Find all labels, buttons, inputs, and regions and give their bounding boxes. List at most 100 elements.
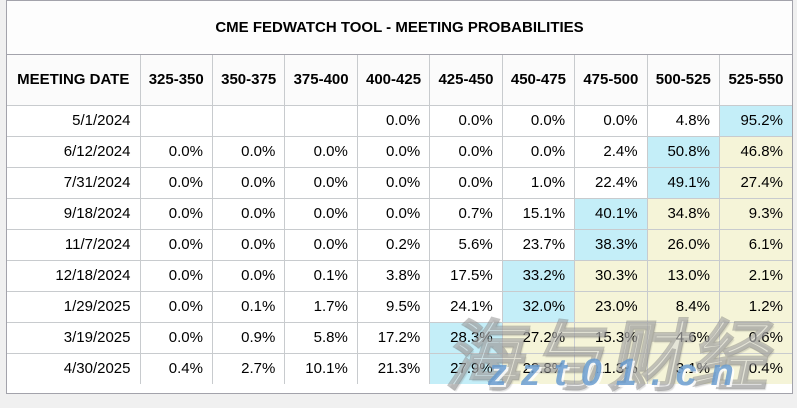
probability-cell: 1.0% bbox=[501, 166, 576, 199]
probability-cell: 0.0% bbox=[284, 135, 358, 168]
column-header-350-375: 350-375 bbox=[211, 55, 286, 106]
probability-cell: 0.0% bbox=[139, 166, 213, 199]
probability-cell: 17.5% bbox=[429, 259, 503, 292]
probability-cell: 0.0% bbox=[284, 228, 358, 261]
probability-cell: 24.1% bbox=[429, 290, 503, 323]
probability-cell: 9.5% bbox=[356, 290, 431, 323]
probability-cell: 0.0% bbox=[356, 135, 431, 168]
probability-cell: 9.3% bbox=[719, 197, 792, 230]
probability-cell: 0.0% bbox=[429, 104, 503, 137]
column-header-525-550: 525-550 bbox=[719, 55, 792, 106]
probability-cell: 0.0% bbox=[574, 104, 648, 137]
probability-cell: 0.0% bbox=[211, 166, 286, 199]
column-header-325-350: 325-350 bbox=[139, 55, 213, 106]
probability-cell: 46.8% bbox=[719, 135, 792, 168]
date-cell: 9/18/2024 bbox=[7, 197, 141, 230]
probability-cell: 0.0% bbox=[139, 228, 213, 261]
date-cell: 3/19/2025 bbox=[7, 321, 141, 354]
table-row: 1/29/2025 0.0% 0.1% 1.7% 9.5% 24.1% 32.0% 23.0%… bbox=[7, 290, 792, 323]
probability-cell: 1.7% bbox=[284, 290, 358, 323]
probability-cell: 33.2% bbox=[501, 259, 576, 292]
probability-cell: 0.4% bbox=[139, 352, 213, 384]
probability-cell: 0.4% bbox=[719, 352, 792, 384]
probability-cell: 3.8% bbox=[356, 259, 431, 292]
probability-cell: 8.4% bbox=[646, 290, 721, 323]
probability-cell: 0.0% bbox=[139, 321, 213, 354]
probability-cell: 38.3% bbox=[574, 228, 648, 261]
table-row: 9/18/2024 0.0% 0.0% 0.0% 0.0% 0.7% 15.1% 40.1% 3… bbox=[7, 197, 792, 230]
date-cell: 4/30/2025 bbox=[7, 352, 141, 384]
probability-cell: 0.0% bbox=[284, 197, 358, 230]
column-header-meeting-date: MEETING DATE bbox=[7, 55, 141, 106]
table-row: 12/18/2024 0.0% 0.0% 0.1% 3.8% 17.5% 33.2% 30.3… bbox=[7, 259, 792, 292]
probability-cell: 40.1% bbox=[574, 197, 648, 230]
probability-cell: 0.0% bbox=[429, 166, 503, 199]
probability-cell: 0.0% bbox=[356, 166, 431, 199]
probability-cell: 2.1% bbox=[719, 259, 792, 292]
probability-cell: 11.3% bbox=[574, 352, 648, 384]
probability-cell: 0.0% bbox=[211, 228, 286, 261]
probability-cell: 49.1% bbox=[646, 166, 721, 199]
probability-cell: 27.2% bbox=[501, 321, 576, 354]
header-row: MEETING DATE 325-350 350-375 375-400 400-425… bbox=[7, 55, 792, 106]
table-header: MEETING DATE 325-350 350-375 375-400 400-425… bbox=[7, 55, 792, 106]
probability-cell: 0.0% bbox=[501, 104, 576, 137]
probability-cell: 4.6% bbox=[646, 321, 721, 354]
probability-cell: 2.4% bbox=[574, 135, 648, 168]
column-header-425-450: 425-450 bbox=[429, 55, 503, 106]
probability-cell: 4.8% bbox=[646, 104, 721, 137]
probability-cell: 34.8% bbox=[646, 197, 721, 230]
table-row: 6/12/2024 0.0% 0.0% 0.0% 0.0% 0.0% 0.0% 2.4% 50.… bbox=[7, 135, 792, 168]
probability-cell: 0.0% bbox=[356, 104, 431, 137]
probability-cell: 13.0% bbox=[646, 259, 721, 292]
probability-cell: 27.9% bbox=[429, 352, 503, 384]
probability-cell: 0.0% bbox=[211, 135, 286, 168]
probability-cell: 15.1% bbox=[501, 197, 576, 230]
probability-cell: 0.0% bbox=[139, 197, 213, 230]
probability-cell bbox=[284, 104, 358, 137]
probability-cell: 0.6% bbox=[719, 321, 792, 354]
probability-cell: 95.2% bbox=[719, 104, 792, 137]
probability-cell: 6.1% bbox=[719, 228, 792, 261]
probability-cell: 3.1% bbox=[646, 352, 721, 384]
table-row: 7/31/2024 0.0% 0.0% 0.0% 0.0% 0.0% 1.0% 22.4% 49… bbox=[7, 166, 792, 199]
probability-cell: 30.3% bbox=[574, 259, 648, 292]
table-body: 5/1/2024 0.0% 0.0% 0.0% 0.0% 4.8% 95.2% 6/12/20… bbox=[7, 104, 792, 384]
probability-cell: 26.0% bbox=[646, 228, 721, 261]
probability-cell: 10.1% bbox=[284, 352, 358, 384]
column-header-500-525: 500-525 bbox=[646, 55, 721, 106]
probability-cell: 0.7% bbox=[429, 197, 503, 230]
table-row: 5/1/2024 0.0% 0.0% 0.0% 0.0% 4.8% 95.2% bbox=[7, 104, 792, 137]
probability-cell: 1.2% bbox=[719, 290, 792, 323]
probability-cell: 32.0% bbox=[501, 290, 576, 323]
probability-cell: 0.0% bbox=[139, 290, 213, 323]
probability-cell: 27.4% bbox=[719, 166, 792, 199]
probability-cell: 23.0% bbox=[574, 290, 648, 323]
probability-cell: 5.6% bbox=[429, 228, 503, 261]
probability-cell: 22.8% bbox=[501, 352, 576, 384]
probability-cell bbox=[211, 104, 286, 137]
probability-cell: 0.0% bbox=[501, 135, 576, 168]
probability-cell: 5.8% bbox=[284, 321, 358, 354]
probability-cell: 0.0% bbox=[211, 197, 286, 230]
table-row: 4/30/2025 0.4% 2.7% 10.1% 21.3% 27.9% 22.8% 11.… bbox=[7, 352, 792, 384]
page-title: CME FEDWATCH TOOL - MEETING PROBABILITIE… bbox=[7, 1, 792, 55]
column-header-400-425: 400-425 bbox=[356, 55, 431, 106]
probability-cell: 0.0% bbox=[211, 259, 286, 292]
probability-cell: 0.0% bbox=[284, 166, 358, 199]
probability-cell: 0.0% bbox=[139, 259, 213, 292]
probability-cell bbox=[139, 104, 213, 137]
probability-cell: 0.0% bbox=[356, 197, 431, 230]
probability-cell: 2.7% bbox=[211, 352, 286, 384]
probability-cell: 21.3% bbox=[356, 352, 431, 384]
table-row: 11/7/2024 0.0% 0.0% 0.0% 0.2% 5.6% 23.7% 38.3% 2… bbox=[7, 228, 792, 261]
probability-cell: 0.1% bbox=[211, 290, 286, 323]
date-cell: 6/12/2024 bbox=[7, 135, 141, 168]
column-header-475-500: 475-500 bbox=[574, 55, 648, 106]
date-cell: 12/18/2024 bbox=[7, 259, 141, 292]
probability-cell: 0.2% bbox=[356, 228, 431, 261]
date-cell: 11/7/2024 bbox=[7, 228, 141, 261]
table-row: 3/19/2025 0.0% 0.9% 5.8% 17.2% 28.3% 27.2% 15.3… bbox=[7, 321, 792, 354]
probability-cell: 28.3% bbox=[429, 321, 503, 354]
probability-cell: 15.3% bbox=[574, 321, 648, 354]
